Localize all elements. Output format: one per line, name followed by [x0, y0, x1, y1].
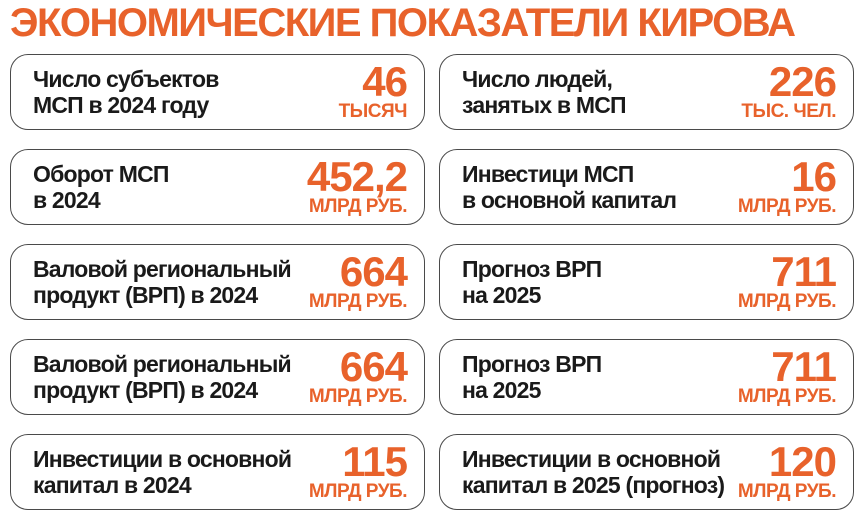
card-label-line1: Прогноз ВРП [462, 255, 602, 282]
card-label: Инвестиции в основной капитал в 2025 (про… [462, 445, 725, 499]
card-label-line2: МСП в 2024 году [33, 92, 209, 118]
stat-card: Прогноз ВРП на 2025 711 МЛРД РУБ. [439, 244, 854, 320]
card-label: Валовой региональный продукт (ВРП) в 2024 [33, 255, 292, 309]
card-label-line2: продукт (ВРП) в 2024 [33, 377, 258, 403]
card-label-line1: Инвестици МСП [462, 160, 634, 187]
card-unit: ТЫС. ЧЕЛ. [741, 100, 836, 122]
card-label: Прогноз ВРП на 2025 [462, 255, 602, 309]
cards-grid: Число субъектов МСП в 2024 году 46 ТЫСЯЧ Чис… [0, 54, 858, 510]
card-label-line2: в 2024 [33, 187, 101, 213]
card-label: Прогноз ВРП на 2025 [462, 350, 602, 404]
stat-card: Число людей, занятых в МСП 226 ТЫС. ЧЕЛ. [439, 54, 854, 130]
card-unit: МЛРД РУБ. [308, 290, 408, 312]
card-unit: МЛРД РУБ. [308, 195, 408, 217]
card-value: 664 [339, 248, 408, 296]
card-label-line1: Валовой региональный [33, 255, 292, 282]
card-label-line2: в основной капитал [462, 187, 677, 213]
card-label-line2: капитал в 2024 [33, 472, 192, 498]
card-value: 711 [771, 343, 837, 391]
stat-card: Число субъектов МСП в 2024 году 46 ТЫСЯЧ [10, 54, 425, 130]
card-label: Число людей, занятых в МСП [462, 65, 627, 119]
card-value: 115 [342, 438, 408, 486]
card-label-line2: на 2025 [462, 377, 541, 403]
card-label-line1: Инвестиции в основной [33, 445, 292, 472]
card-value-block: 711 МЛРД РУБ. [728, 343, 837, 407]
card-value: 16 [791, 153, 837, 201]
page-title: ЭКОНОМИЧЕСКИЕ ПОКАЗАТЕЛИ КИРОВА [10, 1, 796, 45]
card-unit: МЛРД РУБ. [737, 290, 837, 312]
card-value-block: 664 МЛРД РУБ. [299, 343, 408, 407]
card-value-block: 452,2 МЛРД РУБ. [297, 153, 408, 217]
card-label-line2: на 2025 [462, 282, 541, 308]
card-value-block: 16 МЛРД РУБ. [728, 153, 837, 217]
card-unit: МЛРД РУБ. [737, 480, 837, 502]
card-unit: ТЫСЯЧ [338, 100, 408, 122]
stat-card: Оборот МСП в 2024 452,2 МЛРД РУБ. [10, 149, 425, 225]
stat-card: Прогноз ВРП на 2025 711 МЛРД РУБ. [439, 339, 854, 415]
card-value: 664 [339, 343, 408, 391]
card-unit: МЛРД РУБ. [308, 385, 408, 407]
card-value: 226 [768, 58, 837, 106]
card-label: Инвестици МСП в основной капитал [462, 160, 677, 214]
stat-card: Инвестиции в основной капитал в 2025 (про… [439, 434, 854, 510]
card-unit: МЛРД РУБ. [308, 480, 408, 502]
stat-card: Валовой региональный продукт (ВРП) в 2024… [10, 339, 425, 415]
card-value-block: 226 ТЫС. ЧЕЛ. [731, 58, 837, 122]
card-label-line1: Оборот МСП [33, 160, 169, 187]
card-value: 46 [362, 58, 408, 106]
card-value: 452,2 [306, 153, 408, 201]
card-label: Валовой региональный продукт (ВРП) в 2024 [33, 350, 292, 404]
card-label-line1: Число субъектов [33, 65, 219, 92]
card-unit: МЛРД РУБ. [737, 195, 837, 217]
card-label-line1: Инвестиции в основной [462, 445, 721, 472]
card-label: Инвестиции в основной капитал в 2024 [33, 445, 292, 499]
card-label-line2: капитал в 2025 (прогноз) [462, 472, 725, 498]
card-value: 711 [771, 248, 837, 296]
card-value-block: 664 МЛРД РУБ. [299, 248, 408, 312]
card-label: Оборот МСП в 2024 [33, 161, 169, 214]
card-value-block: 711 МЛРД РУБ. [728, 248, 837, 312]
card-label: Число субъектов МСП в 2024 году [33, 66, 219, 119]
card-value-block: 46 ТЫСЯЧ [329, 58, 408, 122]
card-label-line2: продукт (ВРП) в 2024 [33, 282, 258, 308]
card-unit: МЛРД РУБ. [737, 385, 837, 407]
card-label-line1: Число людей, [462, 65, 613, 92]
card-label-line1: Прогноз ВРП [462, 350, 602, 377]
card-value: 120 [768, 438, 837, 486]
card-label-line2: занятых в МСП [462, 92, 627, 118]
card-value-block: 115 МЛРД РУБ. [299, 438, 408, 502]
card-label-line1: Валовой региональный [33, 350, 292, 377]
stat-card: Инвестиции в основной капитал в 2024 115 МЛ… [10, 434, 425, 510]
stat-card: Валовой региональный продукт (ВРП) в 2024… [10, 244, 425, 320]
card-value-block: 120 МЛРД РУБ. [728, 438, 837, 502]
stat-card: Инвестици МСП в основной капитал 16 МЛРД РУ… [439, 149, 854, 225]
